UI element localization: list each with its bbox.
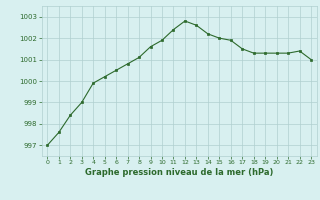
- X-axis label: Graphe pression niveau de la mer (hPa): Graphe pression niveau de la mer (hPa): [85, 168, 273, 177]
